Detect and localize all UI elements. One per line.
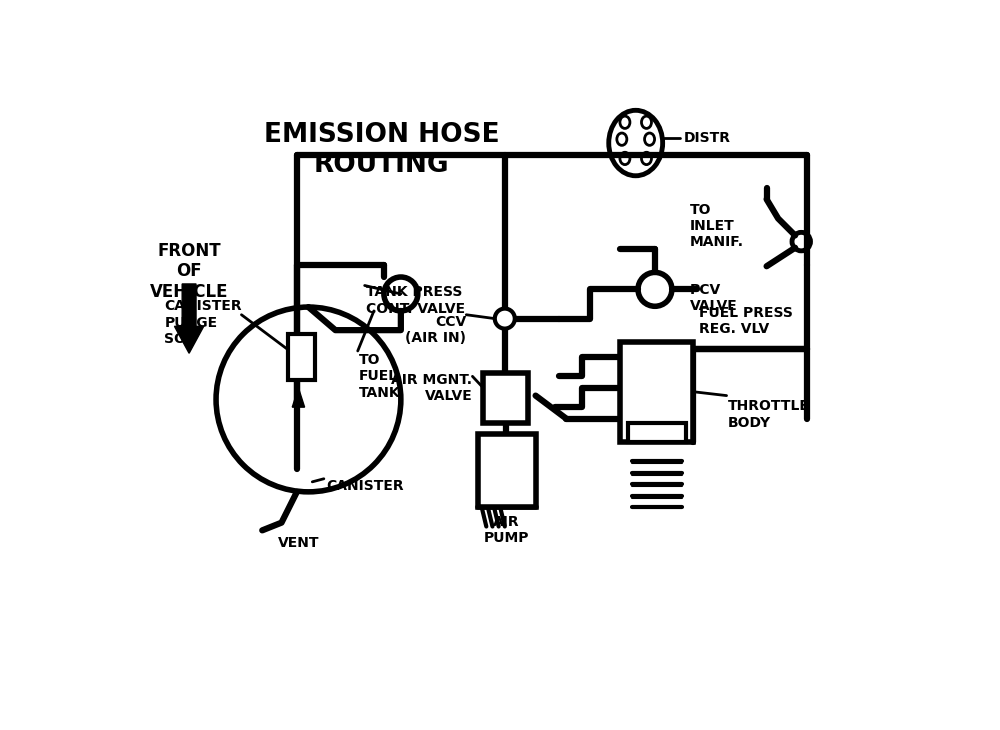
FancyArrow shape: [174, 284, 204, 353]
Text: CANISTER
PURGE
SOL: CANISTER PURGE SOL: [164, 299, 242, 346]
Bar: [288, 334, 315, 380]
Text: VENT: VENT: [278, 536, 319, 550]
Text: CANISTER: CANISTER: [326, 479, 404, 493]
Text: EMISSION HOSE
ROUTING: EMISSION HOSE ROUTING: [264, 122, 499, 178]
Text: TO
FUEL
TANK: TO FUEL TANK: [358, 353, 400, 399]
Polygon shape: [292, 388, 305, 407]
Text: DISTR: DISTR: [683, 131, 730, 145]
Bar: [478, 434, 536, 507]
Text: PCV
VALVE: PCV VALVE: [690, 283, 737, 313]
Circle shape: [495, 309, 515, 328]
Text: TANK PRESS
CONT. VALVE: TANK PRESS CONT. VALVE: [366, 285, 465, 315]
Text: AIR MGNT.
VALVE: AIR MGNT. VALVE: [391, 372, 472, 403]
Text: THROTTLE
BODY: THROTTLE BODY: [728, 399, 810, 430]
Bar: [483, 372, 528, 423]
Bar: [628, 423, 686, 442]
Text: FUEL PRESS
REG. VLV: FUEL PRESS REG. VLV: [699, 306, 793, 336]
Text: CCV
(AIR IN): CCV (AIR IN): [405, 315, 466, 345]
Text: AIR
PUMP: AIR PUMP: [484, 515, 529, 545]
Bar: [620, 342, 693, 442]
Text: TO
INLET
MANIF.: TO INLET MANIF.: [690, 203, 744, 250]
Text: FRONT
OF
VEHICLE: FRONT OF VEHICLE: [150, 242, 228, 301]
